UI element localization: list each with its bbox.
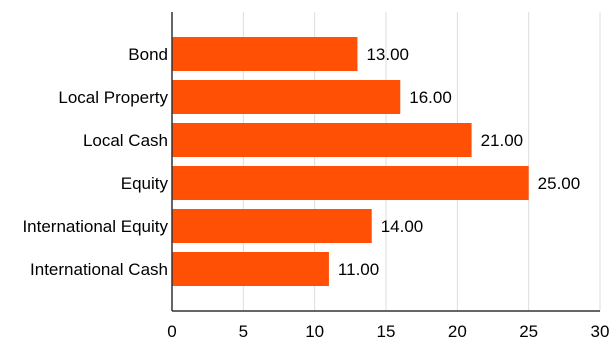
labels: 0 5 10 15 20 25 30 Bond 13.00 Local Property 16.00…	[22, 45, 609, 339]
x-tick-label: 15	[377, 322, 396, 339]
x-tick-label: 30	[591, 322, 610, 339]
value-label: 13.00	[366, 45, 409, 64]
value-label: 25.00	[538, 174, 581, 193]
category-label: Local Property	[58, 88, 168, 107]
bar	[172, 37, 358, 71]
bar	[172, 166, 529, 200]
x-tick-label: 25	[519, 322, 538, 339]
category-label: International Equity	[22, 217, 168, 236]
bar	[172, 80, 401, 114]
category-label: Local Cash	[83, 131, 168, 150]
category-label: Bond	[128, 45, 168, 64]
bar	[172, 123, 472, 157]
category-label: International Cash	[30, 260, 168, 279]
x-tick-label: 0	[167, 322, 176, 339]
x-tick-label: 10	[305, 322, 324, 339]
category-label: Equity	[121, 174, 169, 193]
bars	[172, 37, 529, 286]
value-label: 11.00	[338, 260, 379, 279]
bar	[172, 252, 329, 286]
x-tick-label: 20	[448, 322, 467, 339]
x-tick-label: 5	[239, 322, 248, 339]
value-label: 16.00	[409, 88, 452, 107]
value-label: 21.00	[481, 131, 524, 150]
bar	[172, 209, 372, 243]
axes	[171, 12, 600, 312]
value-label: 14.00	[381, 217, 424, 236]
